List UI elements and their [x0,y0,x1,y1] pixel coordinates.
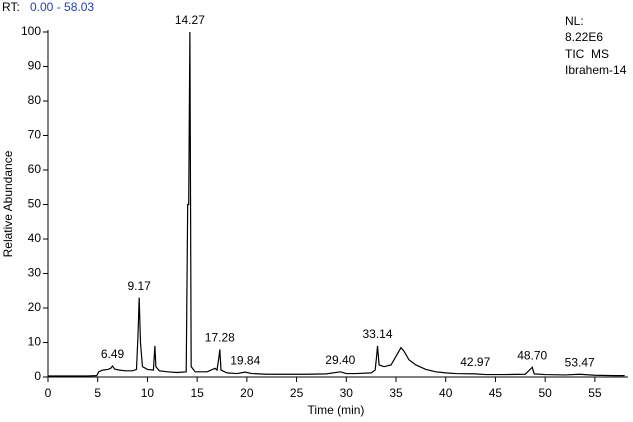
x-tick-label: 50 [538,386,552,400]
y-axis-label: Relative Abundance [1,150,15,257]
rt-label: RT: [2,0,20,14]
trace [48,31,625,377]
peak-label: 6.49 [101,347,125,361]
peak-label: 9.17 [127,279,151,293]
peak-label: 53.47 [565,355,595,369]
x-tick-label: 40 [439,386,453,400]
x-tick-label: 0 [45,386,52,400]
y-tick-label: 60 [28,162,42,176]
x-tick-label: 15 [190,386,204,400]
peak-label: 19.84 [230,353,260,367]
y-tick-label: 40 [28,231,42,245]
y-tick-label: 70 [28,128,42,142]
x-tick-label: 30 [340,386,354,400]
x-tick-label: 35 [389,386,403,400]
y-tick-label: 100 [21,24,41,38]
info-line: TIC MS [565,47,609,61]
y-tick-label: 80 [28,93,42,107]
info-line: NL: [565,14,584,28]
x-tick-label: 55 [588,386,602,400]
y-tick-label: 0 [34,369,41,383]
info-line: Ibrahem-14 [565,63,627,77]
y-tick-label: 30 [28,266,42,280]
rt-range: 0.00 - 58.03 [30,0,94,14]
x-tick-label: 25 [290,386,304,400]
y-tick-label: 50 [28,197,42,211]
y-tick-label: 20 [28,300,42,314]
x-axis-label: Time (min) [308,403,365,417]
peak-label: 29.40 [325,353,355,367]
info-line: 8.22E6 [565,30,603,44]
peak-label: 33.14 [362,327,392,341]
x-tick-label: 5 [94,386,101,400]
x-tick-label: 20 [240,386,254,400]
peak-label: 17.28 [205,331,235,345]
peak-label: 42.97 [460,355,490,369]
peak-label: 48.70 [517,349,547,363]
x-tick-label: 45 [489,386,503,400]
x-tick-label: 10 [141,386,155,400]
peak-label: 14.27 [175,13,205,27]
y-tick-label: 90 [28,59,42,73]
y-tick-label: 10 [28,335,42,349]
